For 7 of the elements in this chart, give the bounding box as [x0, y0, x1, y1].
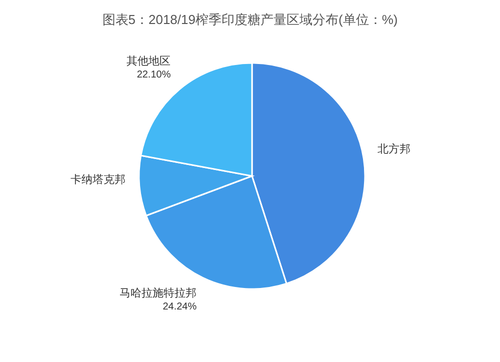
slice-label: 北方邦	[377, 142, 410, 156]
slice-label: 马哈拉施特拉邦	[120, 286, 197, 300]
data-label: 24.24%	[162, 301, 197, 312]
slice-label: 卡纳塔克邦	[70, 173, 126, 186]
data-label: 22.10%	[136, 69, 171, 80]
slice-label: 其他地区	[126, 54, 171, 68]
chart-title: 图表5：2018/19榨季印度糖产量区域分布(单位：%)	[102, 12, 398, 27]
